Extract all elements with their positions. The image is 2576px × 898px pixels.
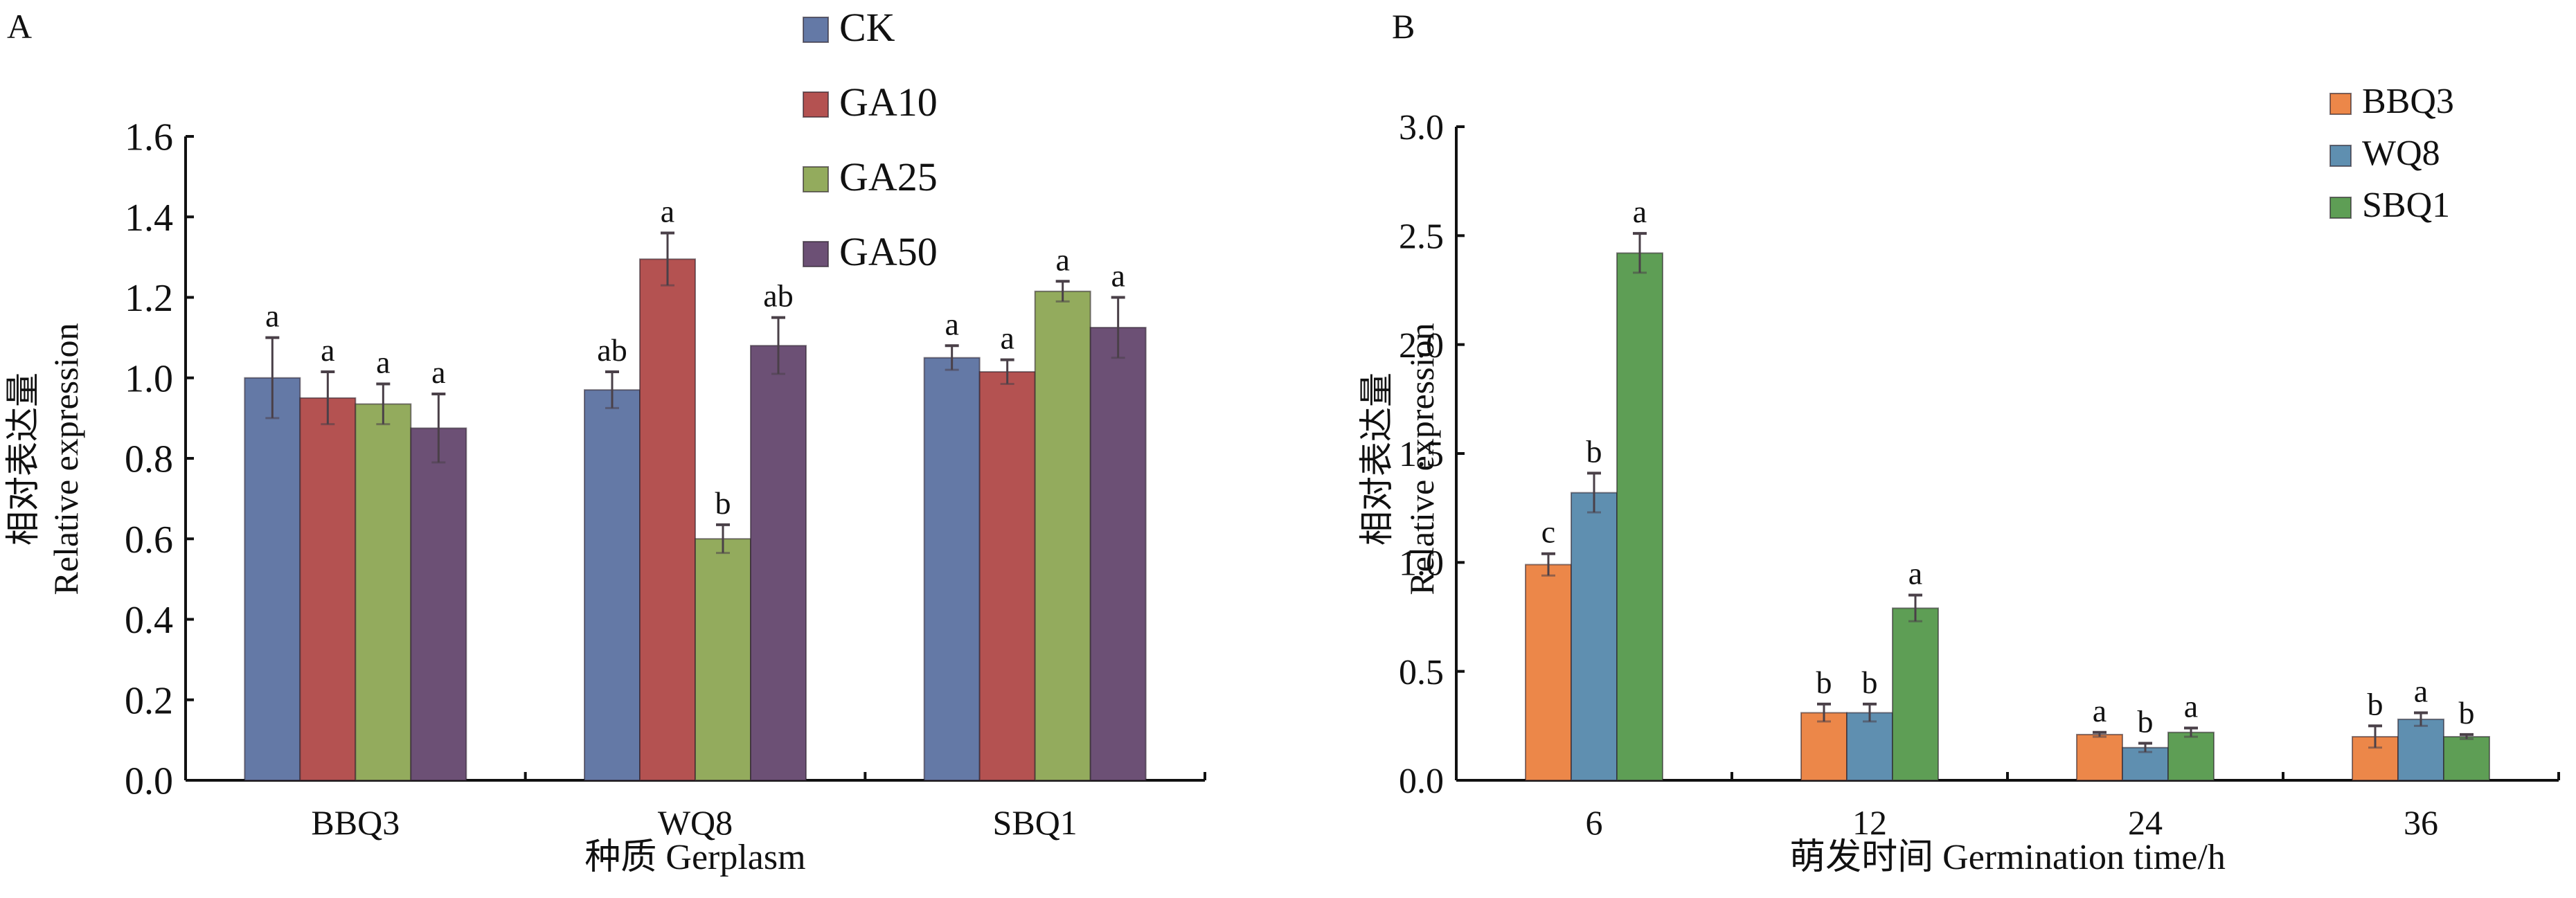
bar-ga10 <box>299 397 357 781</box>
y-tick-label: 0.2 <box>125 679 173 722</box>
bar-ga25 <box>1034 290 1091 781</box>
y-tick-label: 1.5 <box>1399 435 1444 474</box>
legend-swatch-ga50 <box>803 241 829 267</box>
significance-letter: c <box>1541 514 1555 550</box>
x-axis-title: 萌发时间 Germination time/h <box>1789 838 2226 877</box>
significance-letter: b <box>1586 433 1602 469</box>
y-tick-label: 1.4 <box>125 197 173 240</box>
bar-ck <box>244 377 301 781</box>
y-tick-label: 0.0 <box>1399 762 1444 801</box>
bar-sbq1 <box>1616 252 1663 781</box>
bar-wq8 <box>2122 746 2169 782</box>
bar-bbq3 <box>2076 733 2123 782</box>
bar-sbq1 <box>2167 731 2215 781</box>
y-tick-label: 1.0 <box>125 357 173 400</box>
significance-letter: a <box>945 306 958 341</box>
y-axis-title-en: Relative expression <box>46 323 85 595</box>
bar-ga25 <box>355 403 412 781</box>
bar-bbq3 <box>1525 564 1572 781</box>
y-axis-title-en: Relative expression <box>1402 323 1441 595</box>
y-tick-label: 2.0 <box>1399 326 1444 366</box>
bar-sbq1 <box>1892 607 1939 781</box>
legend-swatch-ga10 <box>803 91 829 118</box>
bar-ga50 <box>410 427 467 781</box>
significance-letter: a <box>321 332 334 368</box>
significance-letter: b <box>2138 704 2154 739</box>
legend-label: CK <box>839 5 895 50</box>
bar-wq8 <box>2397 718 2444 781</box>
bar-wq8 <box>1846 712 1893 782</box>
legend-label: BBQ3 <box>2362 82 2454 121</box>
significance-letter: b <box>2459 695 2475 730</box>
significance-letter: b <box>715 485 731 521</box>
bar-ga50 <box>750 345 807 781</box>
bar-wq8 <box>1571 492 1618 781</box>
panel-label: A <box>7 7 32 46</box>
significance-letter: a <box>2093 693 2107 728</box>
y-tick-label: 1.6 <box>125 116 173 159</box>
significance-letter: a <box>1055 242 1069 277</box>
panel-label: B <box>1392 7 1415 46</box>
x-tick-label: WQ8 <box>658 803 733 842</box>
bar-ga25 <box>695 538 751 781</box>
y-tick-label: 0.5 <box>1399 653 1444 692</box>
bar-ck <box>584 389 641 781</box>
bar-sbq1 <box>2443 736 2490 781</box>
x-tick-label: BBQ3 <box>311 803 400 842</box>
legend-swatch-wq8 <box>2329 145 2352 167</box>
x-tick-label: SBQ1 <box>993 803 1077 842</box>
bar-ga50 <box>1089 327 1147 781</box>
significance-letter: a <box>431 354 445 390</box>
y-tick-label: 2.5 <box>1399 217 1444 257</box>
bar-ga10 <box>978 371 1036 781</box>
legend-label: GA50 <box>839 229 938 274</box>
x-tick-label: 24 <box>2128 803 2163 842</box>
y-axis-title-cn: 相对表达量 <box>1357 372 1396 546</box>
y-tick-label: 0.0 <box>125 760 173 803</box>
significance-letter: a <box>1908 556 1922 591</box>
legend-label: GA25 <box>839 154 938 199</box>
significance-letter: b <box>1816 665 1832 700</box>
legend-swatch-ck <box>803 17 829 43</box>
significance-letter: a <box>2184 688 2198 724</box>
x-tick-label: 12 <box>1852 803 1887 842</box>
significance-letter: a <box>1000 321 1014 356</box>
y-tick-label: 1.0 <box>1399 544 1444 584</box>
x-axis-title: 种质 Gerplasm <box>584 838 805 877</box>
bar-ck <box>923 357 981 781</box>
chart-a-svg: A 0.0 0.2 0.4 0.6 0.8 1.0 1.2 1.4 1.6 相对表达量 Relativ… <box>3 5 1206 877</box>
significance-letter: a <box>265 298 279 334</box>
legend-label: SBQ1 <box>2362 186 2450 225</box>
legend-label: WQ8 <box>2362 134 2440 173</box>
significance-letter: a <box>2414 673 2428 708</box>
legend-label: GA10 <box>839 80 938 125</box>
significance-letter: a <box>1111 258 1125 294</box>
significance-letter: ab <box>597 332 627 368</box>
x-tick-label: 36 <box>2404 803 2438 842</box>
panel-a: A 0.0 0.2 0.4 0.6 0.8 1.0 1.2 1.4 1.6 相对表达量 Relativ… <box>3 5 1206 877</box>
x-tick-label: 6 <box>1586 803 1603 842</box>
y-tick-label: 0.8 <box>125 438 173 481</box>
bar-bbq3 <box>1800 712 1848 782</box>
significance-letter: b <box>2368 686 2383 721</box>
bar-ga10 <box>639 258 696 781</box>
legend-swatch-bbq3 <box>2329 93 2352 115</box>
y-tick-label: 0.4 <box>125 599 173 642</box>
chart-b-svg: B 0.0 0.5 1.0 1.5 2.0 2.5 3.0 相对表达量 Relative expr… <box>1357 7 2560 877</box>
y-tick-label: 3.0 <box>1399 108 1444 147</box>
legend-swatch-ga25 <box>803 166 829 192</box>
y-tick-label: 1.2 <box>125 277 173 320</box>
significance-letter: ab <box>763 278 793 314</box>
y-axis-title-cn: 相对表达量 <box>3 372 42 546</box>
legend-swatch-sbq1 <box>2329 197 2352 219</box>
significance-letter: b <box>1862 665 1878 700</box>
significance-letter: a <box>376 344 390 379</box>
y-tick-label: 0.6 <box>125 519 173 562</box>
significance-letter: a <box>1633 194 1647 229</box>
significance-letter: a <box>661 194 674 229</box>
panel-b: B 0.0 0.5 1.0 1.5 2.0 2.5 3.0 相对表达量 Relative expr… <box>1288 0 2576 898</box>
